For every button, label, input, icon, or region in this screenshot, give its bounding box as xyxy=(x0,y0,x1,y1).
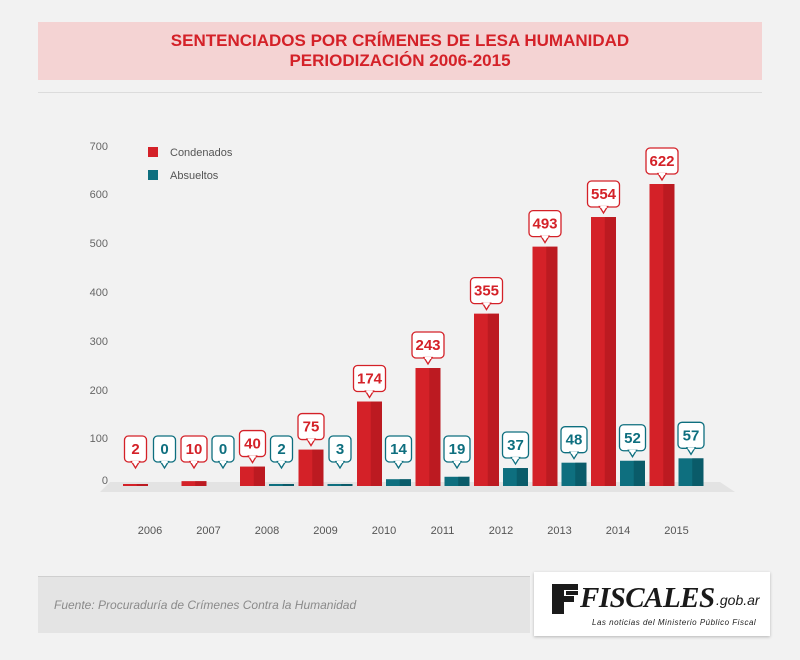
bar-absueltos-shade xyxy=(341,484,353,486)
source-text: Fuente: Procuraduría de Crímenes Contra … xyxy=(54,598,357,612)
x-tick-label: 2010 xyxy=(372,525,396,537)
data-label-condenados: 355 xyxy=(469,276,504,311)
x-tick-label: 2015 xyxy=(664,525,688,537)
svg-text:75: 75 xyxy=(303,419,320,436)
bar-condenados-shade xyxy=(253,466,265,486)
source-footer: Fuente: Procuraduría de Crímenes Contra … xyxy=(38,576,530,633)
legend-label-condenados: Condenados xyxy=(170,147,233,159)
svg-text:0: 0 xyxy=(160,441,168,458)
data-label-absueltos: 52 xyxy=(618,424,647,458)
title-divider xyxy=(38,92,762,93)
y-tick-label: 600 xyxy=(90,189,108,201)
data-label-absueltos: 14 xyxy=(384,435,413,470)
chart-title-line-2: PERIODIZACIÓN 2006-2015 xyxy=(289,51,511,70)
legend-swatch-absueltos xyxy=(148,170,158,180)
bar-condenados-shade xyxy=(370,401,382,486)
bar-condenados-shade xyxy=(429,368,441,486)
logo-wordmark: FISCALES xyxy=(580,582,715,614)
data-label-condenados: 75 xyxy=(297,412,325,447)
fiscales-logo[interactable]: FISCALES .gob.ar Las noticias del Minist… xyxy=(534,572,770,636)
bar-absueltos-shade xyxy=(399,479,411,486)
y-tick-label: 500 xyxy=(90,238,108,250)
x-tick-label: 2011 xyxy=(431,525,455,537)
x-tick-label: 2007 xyxy=(196,525,220,537)
svg-text:3: 3 xyxy=(336,441,344,458)
data-label-condenados: 554 xyxy=(586,180,621,215)
svg-text:355: 355 xyxy=(474,283,499,300)
bar-condenados-shade xyxy=(195,481,207,486)
x-tick-label: 2006 xyxy=(138,525,162,537)
x-tick-label: 2014 xyxy=(606,525,630,537)
data-label-condenados: 10 xyxy=(180,435,208,470)
bar-absueltos-shade xyxy=(692,458,704,486)
svg-text:174: 174 xyxy=(357,371,383,388)
data-label-absueltos: 0 xyxy=(152,435,177,470)
svg-text:19: 19 xyxy=(449,441,466,458)
y-tick-label: 400 xyxy=(90,287,108,299)
svg-text:493: 493 xyxy=(532,216,557,233)
data-label-condenados: 40 xyxy=(238,429,267,464)
bar-absueltos-shade xyxy=(633,460,645,486)
svg-text:243: 243 xyxy=(415,337,440,354)
bar-absueltos xyxy=(269,484,294,486)
chart-title-line-1: SENTENCIADOS POR CRÍMENES DE LESA HUMANI… xyxy=(170,31,630,50)
data-label-condenados: 2 xyxy=(123,435,148,470)
y-tick-label: 0 xyxy=(102,475,108,487)
chart-title-banner: SENTENCIADOS POR CRÍMENES DE LESA HUMANI… xyxy=(38,22,762,80)
svg-text:37: 37 xyxy=(507,437,524,454)
fiscales-flag-icon xyxy=(552,584,578,614)
bar-condenados xyxy=(181,481,207,486)
data-label-absueltos: 3 xyxy=(328,435,352,470)
bar-condenados-shade xyxy=(312,449,324,486)
svg-text:0: 0 xyxy=(219,441,227,458)
bar-absueltos xyxy=(386,479,411,486)
data-label-condenados: 243 xyxy=(411,331,445,366)
data-label-absueltos: 48 xyxy=(560,426,588,460)
logo-domain: .gob.ar xyxy=(716,592,760,608)
y-tick-label: 700 xyxy=(90,141,108,153)
bar-absueltos-shade xyxy=(575,462,587,486)
bar-absueltos-shade xyxy=(458,476,470,486)
x-tick-label: 2013 xyxy=(547,525,571,537)
bar-condenados-shade xyxy=(487,313,499,486)
legend-swatch-condenados xyxy=(148,147,158,157)
svg-text:554: 554 xyxy=(591,186,617,203)
logo-tagline: Las noticias del Ministerio Público Fisc… xyxy=(592,618,757,627)
bar-absueltos-shade xyxy=(516,468,528,486)
data-label-condenados: 622 xyxy=(645,147,679,182)
data-label-absueltos: 2 xyxy=(269,435,294,470)
bar-condenados-shade xyxy=(546,246,558,486)
data-label-condenados: 174 xyxy=(352,364,387,399)
x-tick-label: 2012 xyxy=(489,525,513,537)
svg-text:57: 57 xyxy=(683,427,700,444)
bar-condenados-shade xyxy=(136,484,148,486)
bar-condenados-shade xyxy=(663,184,675,486)
bar-absueltos-shade xyxy=(282,484,294,486)
y-tick-label: 300 xyxy=(90,336,108,348)
data-label-absueltos: 19 xyxy=(443,435,471,470)
y-tick-label: 200 xyxy=(90,385,108,397)
svg-text:10: 10 xyxy=(186,441,203,458)
data-label-condenados: 493 xyxy=(528,209,562,244)
svg-text:14: 14 xyxy=(390,441,407,458)
data-label-absueltos: 37 xyxy=(501,431,530,466)
svg-text:52: 52 xyxy=(624,430,641,447)
svg-text:48: 48 xyxy=(566,432,583,449)
x-tick-label: 2009 xyxy=(313,525,337,537)
bar-condenados xyxy=(123,484,148,486)
bar-absueltos xyxy=(444,476,470,486)
svg-text:2: 2 xyxy=(131,441,139,458)
bar-absueltos xyxy=(327,484,353,486)
data-label-absueltos: 0 xyxy=(211,435,235,470)
svg-text:40: 40 xyxy=(244,436,261,453)
y-tick-label: 100 xyxy=(90,433,108,445)
svg-text:2: 2 xyxy=(277,441,285,458)
bar-condenados-shade xyxy=(604,217,616,486)
x-tick-label: 2008 xyxy=(255,525,279,537)
svg-text:622: 622 xyxy=(649,153,674,170)
data-label-absueltos: 57 xyxy=(677,421,705,456)
legend-label-absueltos: Absueltos xyxy=(170,170,219,182)
